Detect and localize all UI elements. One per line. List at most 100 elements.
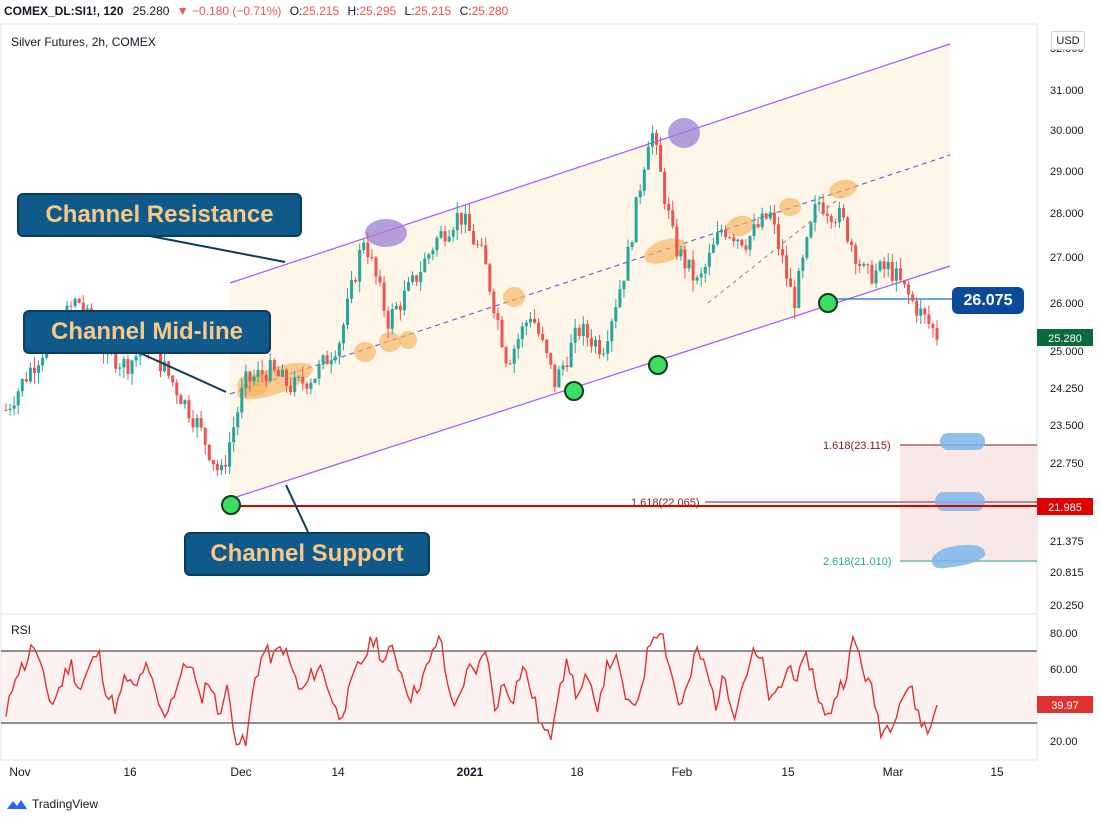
- candle-body: [650, 133, 654, 147]
- candle-body: [703, 266, 707, 274]
- candle-body: [32, 367, 36, 373]
- candle-body: [354, 279, 358, 282]
- time-tick: 2021: [457, 765, 484, 779]
- candle-body: [366, 242, 370, 258]
- candle-body: [545, 339, 549, 354]
- candle-body: [748, 236, 752, 250]
- candle-body: [793, 286, 797, 308]
- candle-body: [626, 246, 630, 281]
- candle-body: [272, 360, 276, 371]
- candle-body: [398, 305, 402, 311]
- candle-body: [923, 308, 927, 315]
- candle-body: [276, 370, 280, 377]
- candle-body: [199, 418, 203, 428]
- candle-body: [362, 242, 366, 251]
- fib-marker-2: [935, 492, 985, 511]
- candle-body: [837, 207, 841, 223]
- candle-body: [134, 356, 138, 361]
- candle-body: [598, 340, 602, 355]
- candle-body: [297, 376, 301, 378]
- candle-body: [329, 360, 333, 365]
- candle-body: [654, 133, 658, 145]
- candle-body: [252, 376, 256, 382]
- candle-body: [720, 229, 724, 233]
- channel-support-label: Channel Support: [184, 532, 430, 576]
- rsi-label: RSI: [11, 623, 31, 637]
- time-axis: Nov 16 Dec 14 2021 18 Feb 15 Mar 15: [9, 765, 1004, 779]
- candle-body: [898, 268, 902, 281]
- candle-body: [77, 298, 81, 303]
- candle-body: [813, 204, 817, 223]
- symbol-name[interactable]: COMEX_DL:SI1!, 120: [4, 4, 124, 18]
- candle-body: [467, 213, 471, 231]
- touch-zone-highlight: [503, 287, 525, 307]
- candle-body: [415, 275, 419, 282]
- touch-zone-highlight: [379, 332, 401, 352]
- touch-points: [221, 293, 838, 515]
- fib-label-21010: 2.618(21.010): [823, 556, 892, 568]
- candle-body: [756, 224, 760, 228]
- candle-body: [768, 212, 772, 219]
- candle-body: [679, 249, 683, 257]
- time-tick: Feb: [672, 765, 693, 779]
- candle-body: [244, 371, 248, 389]
- candle-body: [130, 360, 134, 374]
- candle-body: [350, 279, 354, 299]
- candle-body: [447, 236, 451, 242]
- candle-body: [764, 213, 768, 219]
- candle-body: [256, 370, 260, 377]
- candle-body: [69, 305, 73, 307]
- rsi-tick: 60.00: [1050, 664, 1078, 676]
- midline-pointer: [139, 352, 227, 393]
- candle-body: [382, 282, 386, 311]
- candle-body: [878, 261, 882, 271]
- high-value: 25.295: [359, 4, 397, 18]
- candle-body: [138, 352, 142, 357]
- candle-body: [337, 343, 341, 357]
- support-touch-point: [221, 495, 241, 515]
- candle-body: [825, 213, 829, 216]
- candle-body: [854, 245, 858, 264]
- price-chart[interactable]: Silver Futures, 2h, COMEX 1.618(23.115) …: [0, 0, 1101, 790]
- candle-body: [846, 217, 850, 242]
- price-tick: 30.000: [1050, 125, 1084, 137]
- candle-body: [431, 250, 435, 255]
- candle-body: [675, 226, 679, 257]
- candle-body: [593, 340, 597, 347]
- candle-body: [557, 369, 561, 388]
- touch-zone-highlight: [779, 198, 801, 216]
- currency-label[interactable]: USD: [1051, 31, 1085, 50]
- candle-body: [126, 358, 130, 374]
- candle-body: [809, 222, 813, 238]
- candle-body: [821, 202, 825, 214]
- candle-body: [667, 204, 671, 211]
- candle-body: [866, 264, 870, 266]
- price-tick: 23.500: [1050, 420, 1084, 432]
- symbol-header: COMEX_DL:SI1!, 120 25.280 ▼ −0.180 (−0.7…: [4, 0, 1101, 22]
- candle-body: [549, 353, 553, 365]
- channel-midline: [229, 154, 951, 395]
- rsi-badge-text: 39.97: [1051, 700, 1079, 712]
- candle-body: [504, 347, 508, 364]
- support-touch-point: [818, 293, 838, 313]
- candle-body: [411, 275, 415, 283]
- candle-body: [459, 212, 463, 225]
- time-tick: 15: [781, 765, 795, 779]
- price-series: [4, 125, 939, 477]
- candle-body: [492, 291, 496, 314]
- candle-body: [744, 245, 748, 250]
- last-price-badge-text: 25.280: [1048, 333, 1082, 345]
- candle-body: [293, 377, 297, 393]
- candle-body: [520, 326, 524, 340]
- candle-body: [118, 367, 122, 369]
- candle-body: [232, 427, 236, 443]
- candle-body: [911, 294, 915, 301]
- candle-body: [606, 341, 610, 354]
- price-tick: 21.375: [1050, 536, 1084, 548]
- candle-body: [931, 324, 935, 329]
- time-tick: Dec: [230, 765, 251, 779]
- candle-body: [455, 212, 459, 231]
- price-change: −0.180 (−0.71%): [192, 4, 282, 18]
- candle-body: [801, 257, 805, 271]
